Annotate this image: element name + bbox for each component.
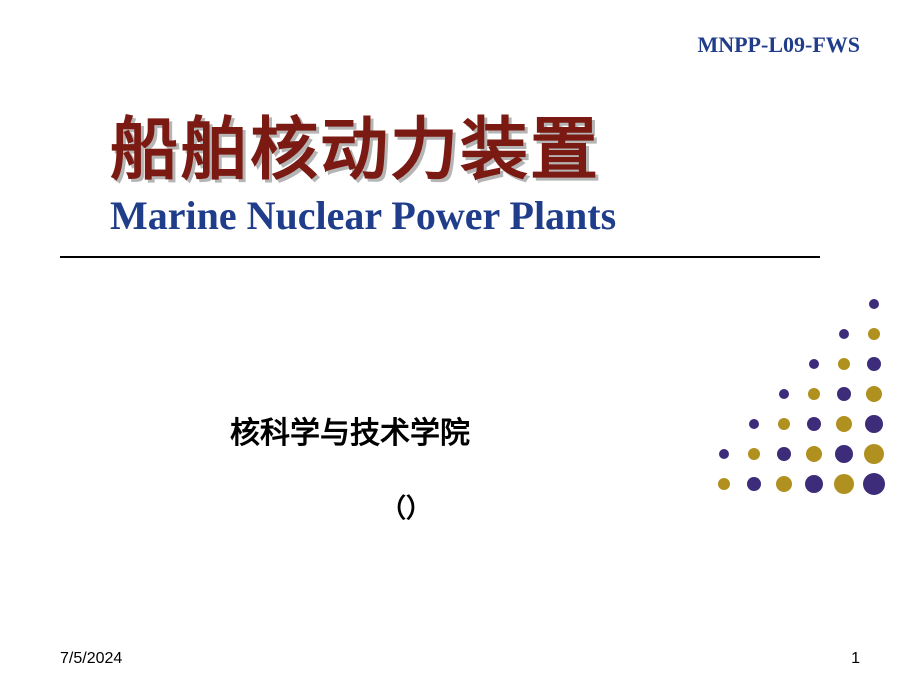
dot: [863, 473, 885, 495]
dot: [806, 446, 822, 462]
dot: [778, 418, 790, 430]
dot: [748, 448, 760, 460]
dot: [839, 329, 849, 339]
header-code: MNPP-L09-FWS: [697, 32, 860, 58]
dot: [719, 449, 729, 459]
dot: [808, 388, 820, 400]
footer-date: 7/5/2024: [60, 650, 122, 668]
parentheses: （）: [380, 488, 432, 525]
dot: [807, 417, 821, 431]
title-chinese: 船舶核动力装置 船舶核动力装置: [110, 94, 600, 193]
dot: [718, 478, 730, 490]
footer-page-number: 1: [851, 650, 860, 668]
dot: [834, 474, 854, 494]
subtitle: 核科学与技术学院: [230, 408, 470, 452]
dot: [868, 328, 880, 340]
dot: [867, 357, 881, 371]
dot: [869, 299, 879, 309]
dot: [835, 445, 853, 463]
dot: [749, 419, 759, 429]
dot: [809, 359, 819, 369]
divider-line: [60, 256, 820, 258]
dot: [838, 358, 850, 370]
title-english: Marine Nuclear Power Plants: [110, 192, 616, 239]
dot: [864, 444, 884, 464]
dot: [865, 415, 883, 433]
dot: [805, 475, 823, 493]
title-chinese-front: 船舶核动力装置: [110, 112, 600, 188]
dot: [777, 447, 791, 461]
dot: [866, 386, 882, 402]
dot: [779, 389, 789, 399]
decorative-dot-grid: [710, 290, 888, 498]
dot: [836, 416, 852, 432]
dot: [837, 387, 851, 401]
dot: [747, 477, 761, 491]
dot: [776, 476, 792, 492]
